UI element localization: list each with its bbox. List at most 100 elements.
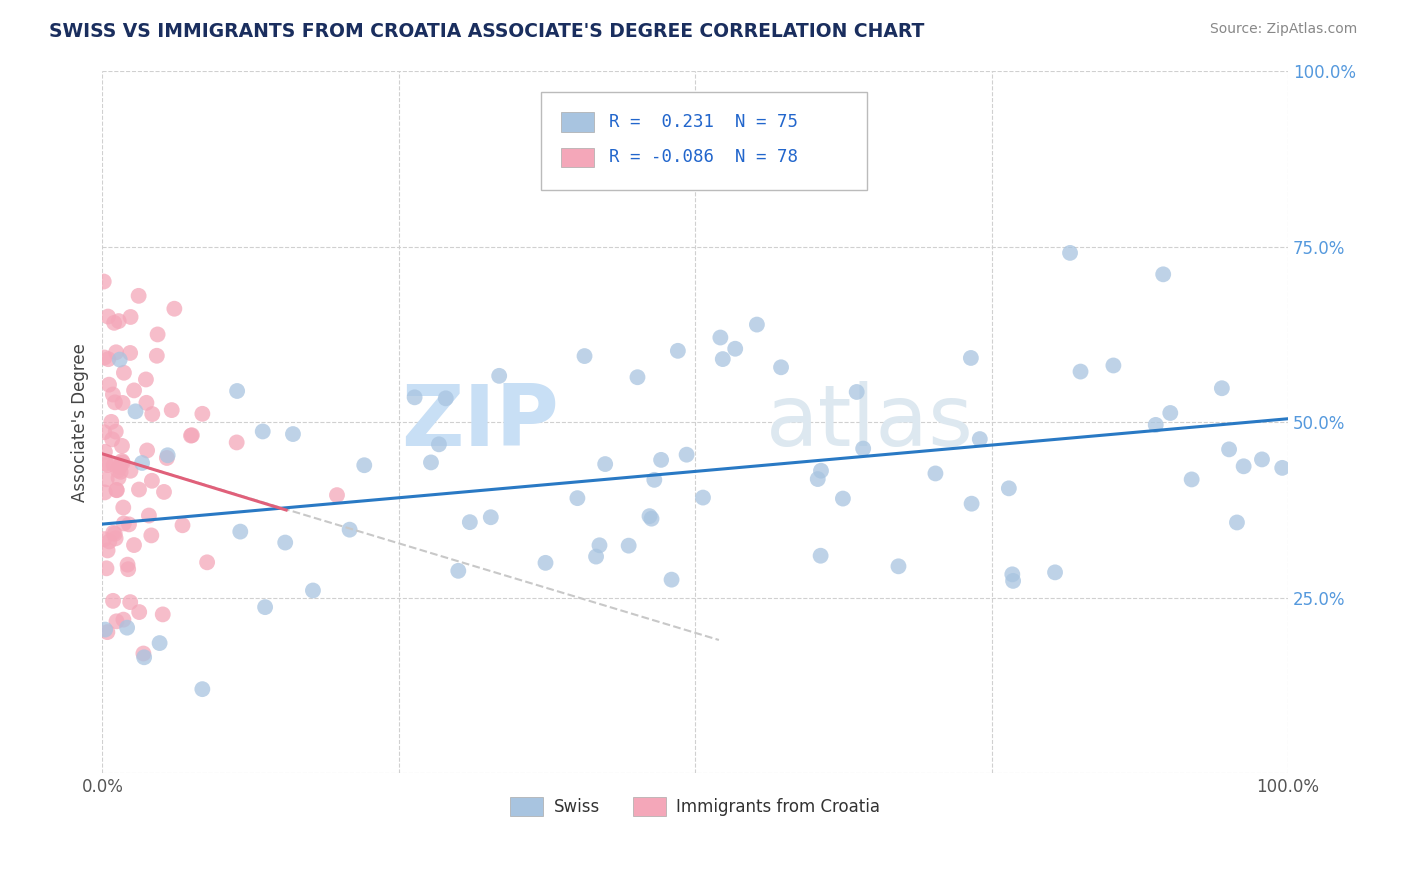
Point <box>93 532 115 546</box>
Point <box>120 310 142 324</box>
Point <box>97 352 120 367</box>
Point <box>96 625 118 640</box>
Point <box>111 396 134 410</box>
Point <box>1159 406 1181 420</box>
Point <box>998 481 1021 495</box>
Point <box>810 464 832 478</box>
Point <box>111 439 134 453</box>
Text: R = -0.086  N = 78: R = -0.086 N = 78 <box>609 148 797 167</box>
Point <box>111 454 134 468</box>
Point <box>108 459 131 474</box>
Point <box>1251 452 1274 467</box>
Point <box>172 518 194 533</box>
Point <box>692 491 714 505</box>
Point <box>427 437 450 451</box>
Point <box>103 316 125 330</box>
Text: atlas: atlas <box>766 381 974 464</box>
Point <box>93 351 115 365</box>
Point <box>135 396 157 410</box>
Point <box>128 289 150 303</box>
Point <box>146 327 169 342</box>
Point <box>661 573 683 587</box>
Point <box>479 510 502 524</box>
Point <box>640 511 662 525</box>
Point <box>1043 566 1066 580</box>
Point <box>128 605 150 619</box>
Point <box>969 432 991 446</box>
Text: R =  0.231  N = 75: R = 0.231 N = 75 <box>609 113 797 131</box>
Point <box>94 623 117 637</box>
Point <box>617 539 640 553</box>
Point <box>180 428 202 442</box>
Point <box>111 456 134 470</box>
Point <box>94 445 117 459</box>
Point <box>643 473 665 487</box>
Point <box>112 516 135 531</box>
Point <box>107 471 129 485</box>
Point <box>339 523 361 537</box>
Point <box>138 508 160 523</box>
Point <box>141 407 163 421</box>
Point <box>1271 461 1294 475</box>
Text: ZIP: ZIP <box>401 381 558 464</box>
Point <box>136 443 159 458</box>
Point <box>960 351 983 365</box>
Point <box>638 509 661 524</box>
Point <box>112 366 135 380</box>
Point <box>191 407 214 421</box>
Point <box>326 488 349 502</box>
Point <box>180 428 202 442</box>
Point <box>585 549 607 564</box>
Point <box>960 497 983 511</box>
Point <box>745 318 768 332</box>
Point <box>1152 268 1174 282</box>
Point <box>97 310 120 324</box>
Point <box>105 483 128 498</box>
Point <box>118 517 141 532</box>
Point <box>103 525 125 540</box>
Point <box>107 314 129 328</box>
Point <box>274 535 297 549</box>
Point <box>117 558 139 572</box>
Point <box>1059 246 1081 260</box>
Point <box>1181 472 1204 486</box>
Point <box>97 543 120 558</box>
Point <box>105 483 128 497</box>
Point <box>924 467 946 481</box>
Point <box>488 368 510 383</box>
Point <box>100 415 122 429</box>
Point <box>1102 359 1125 373</box>
Point <box>1001 567 1024 582</box>
Point <box>101 387 124 401</box>
Point <box>650 453 672 467</box>
Point <box>104 532 127 546</box>
Point <box>226 384 249 398</box>
Point <box>1211 381 1233 395</box>
Point <box>104 425 127 439</box>
Point <box>254 600 277 615</box>
Point <box>124 404 146 418</box>
Point <box>135 372 157 386</box>
Point <box>146 349 169 363</box>
Point <box>101 594 124 608</box>
Point <box>112 500 135 515</box>
Point <box>588 538 610 552</box>
Point <box>110 465 132 479</box>
Point <box>98 377 121 392</box>
Point <box>163 301 186 316</box>
Point <box>191 682 214 697</box>
Point <box>115 621 138 635</box>
Point <box>120 346 142 360</box>
Point <box>160 403 183 417</box>
Point <box>104 526 127 541</box>
Point <box>152 607 174 622</box>
Point <box>156 448 179 462</box>
Point <box>1233 459 1256 474</box>
Point <box>534 556 557 570</box>
Point <box>134 650 156 665</box>
Point <box>353 458 375 473</box>
Point <box>108 352 131 367</box>
Point <box>887 559 910 574</box>
Y-axis label: Associate's Degree: Associate's Degree <box>72 343 89 501</box>
Point <box>675 448 697 462</box>
